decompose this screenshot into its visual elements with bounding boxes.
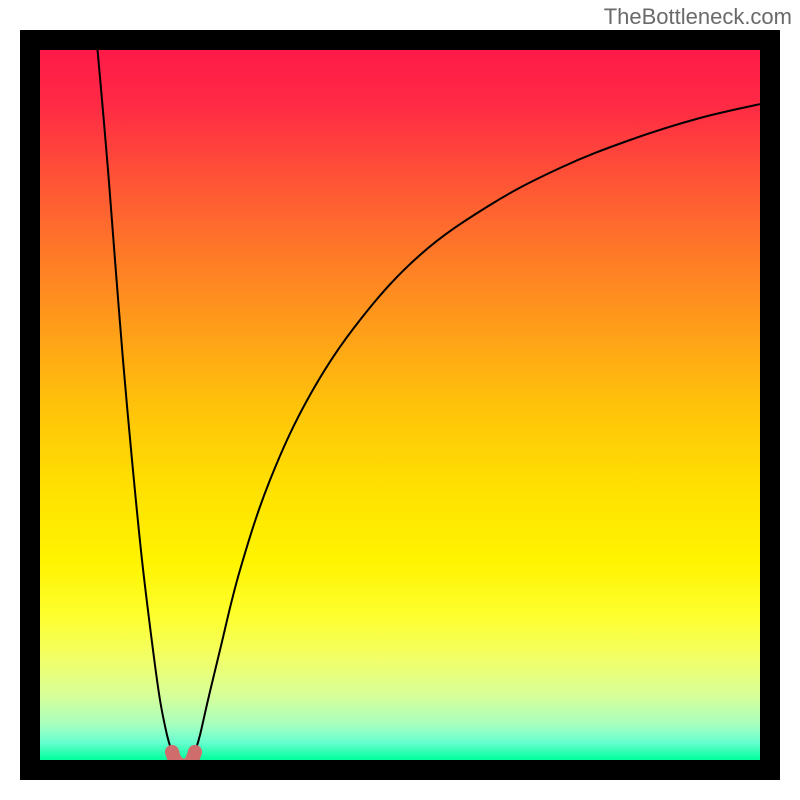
cusp-marker-cap-right [188, 745, 202, 759]
gradient-background [40, 50, 760, 760]
cusp-marker-cap-left [165, 745, 179, 759]
chart-container: TheBottleneck.com [0, 0, 800, 800]
watermark-label: TheBottleneck.com [604, 4, 792, 30]
chart-svg [0, 0, 800, 800]
